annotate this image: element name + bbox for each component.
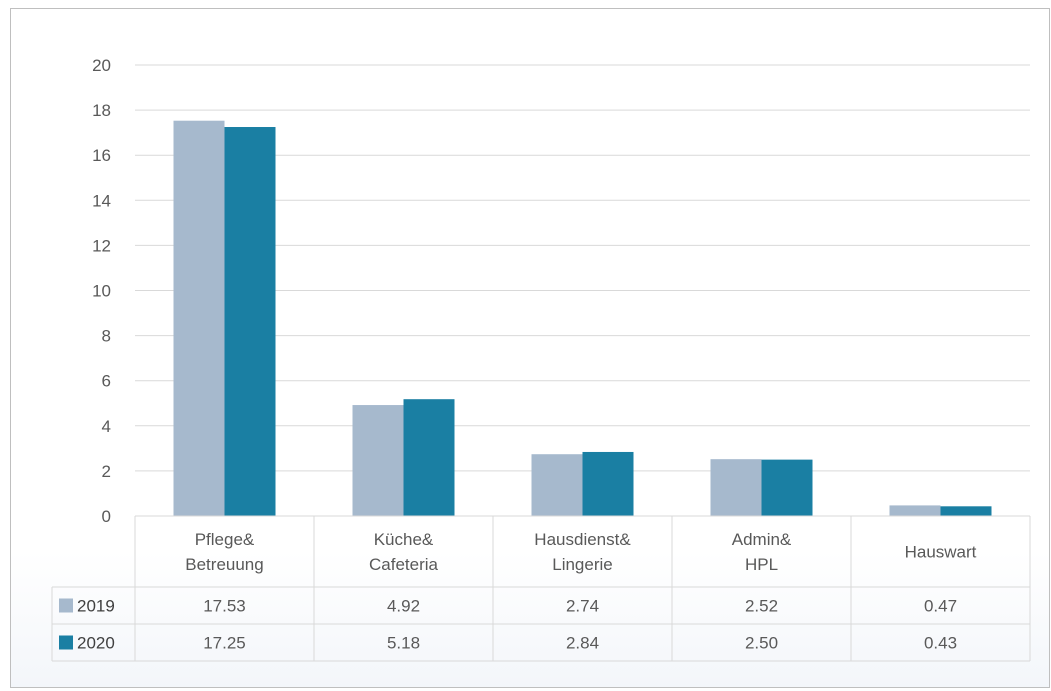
category-label: Lingerie bbox=[552, 555, 613, 574]
y-tick-label: 14 bbox=[92, 191, 111, 210]
category-label: Pflege& bbox=[195, 530, 255, 549]
category-label: Cafeteria bbox=[369, 555, 439, 574]
bar-2019-1 bbox=[352, 405, 404, 516]
y-tick-label: 0 bbox=[102, 507, 111, 526]
bar-2019-4 bbox=[889, 505, 941, 516]
y-tick-label: 20 bbox=[92, 56, 111, 75]
bar-chart: 0 2 4 6 8 10 12 14 16 18 20 Pflege&Betreuung Küche&C… bbox=[51, 56, 1031, 662]
y-tick-label: 8 bbox=[102, 327, 111, 346]
bar-2020-1 bbox=[403, 399, 455, 516]
y-tick-label: 4 bbox=[102, 417, 111, 436]
legend-key-2019 bbox=[59, 598, 73, 613]
data-table-cell: 4.92 bbox=[387, 597, 420, 616]
bar-2020-0 bbox=[224, 127, 276, 516]
bar-2020-3 bbox=[761, 459, 813, 516]
legend-label-2019: 2019 bbox=[77, 597, 115, 616]
chart-frame: 0 2 4 6 8 10 12 14 16 18 20 Pflege& Betreuung Küche& C… bbox=[10, 8, 1050, 688]
legend-key-2020 bbox=[59, 635, 73, 650]
y-tick-label: 10 bbox=[92, 282, 111, 301]
data-table-cell: 2.84 bbox=[566, 634, 599, 653]
y-tick-label: 12 bbox=[92, 236, 111, 255]
data-table-cell: 0.47 bbox=[924, 597, 957, 616]
data-table-cell: 2.74 bbox=[566, 597, 599, 616]
category-label: HPL bbox=[745, 555, 778, 574]
y-tick-label: 2 bbox=[102, 462, 111, 481]
bar-2019-2 bbox=[531, 454, 583, 516]
y-tick-label: 18 bbox=[92, 101, 111, 120]
category-label: Betreuung bbox=[185, 555, 263, 574]
data-table-cell: 0.43 bbox=[924, 634, 957, 653]
y-tick-label: 6 bbox=[102, 372, 111, 391]
category-label: Admin& bbox=[732, 530, 792, 549]
category-label: Hausdienst& bbox=[534, 530, 631, 549]
bar-2020-4 bbox=[940, 506, 992, 516]
data-table-cell: 2.52 bbox=[745, 597, 778, 616]
data-table-cell: 5.18 bbox=[387, 634, 420, 653]
legend-label-2020: 2020 bbox=[77, 634, 115, 653]
category-label: Küche& bbox=[374, 530, 434, 549]
y-tick-label: 16 bbox=[92, 146, 111, 165]
data-table-cell: 2.50 bbox=[745, 634, 778, 653]
data-table-cell: 17.53 bbox=[203, 597, 246, 616]
bar-2020-2 bbox=[582, 451, 634, 516]
bar-2019-0 bbox=[173, 120, 225, 517]
data-table-cell: 17.25 bbox=[203, 634, 246, 653]
category-label: Hauswart bbox=[905, 543, 977, 562]
bar-2019-3 bbox=[710, 459, 762, 516]
